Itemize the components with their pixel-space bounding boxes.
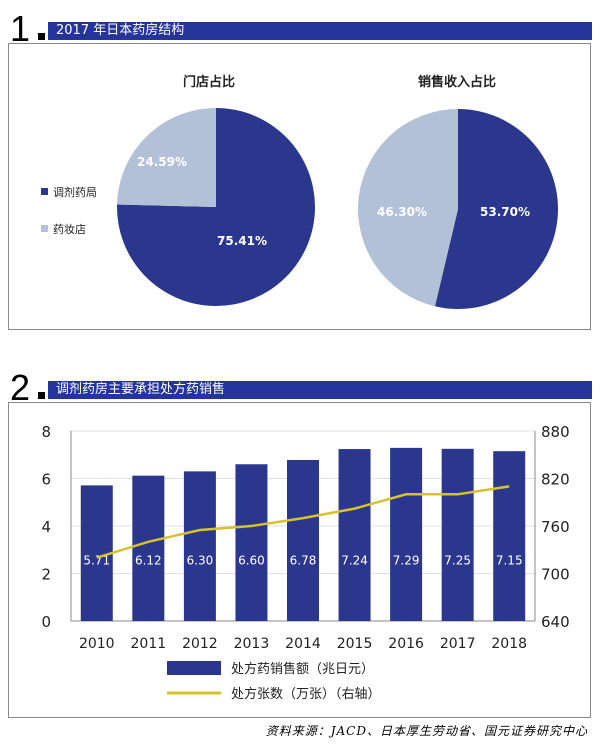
pie2-slice-2 <box>357 109 458 307</box>
pie2-value-label-2: 46.30% <box>377 205 427 219</box>
pie-1-title: 门店占比 <box>183 74 235 90</box>
right-tick-label: 880 <box>541 423 570 441</box>
bar-value-label: 6.60 <box>238 553 265 567</box>
bar-2016 <box>390 447 423 621</box>
section-1-number: 1 <box>10 8 31 49</box>
right-tick-label: 640 <box>541 613 570 631</box>
section-2-title-bar <box>48 381 592 399</box>
bar-value-label: 6.78 <box>290 553 317 567</box>
x-axis-ticks: 2010 2011 2012 2013 2014 2015 2016 2017 2018 <box>79 636 527 652</box>
pie-charts: 门店占比 销售收入占比 75.41% 24.59% 53.70% 46.30% 调剂… <box>41 74 558 309</box>
pie1-value-label-1: 75.41% <box>217 234 267 248</box>
bar-value-label: 7.25 <box>444 553 471 567</box>
bar-2012 <box>183 471 216 621</box>
section-2-dot <box>38 392 45 399</box>
section-2-title: 调剂药房主要承担处方药销售 <box>56 382 226 397</box>
pie-2: 53.70% 46.30% <box>357 109 558 309</box>
bar-value-label: 7.29 <box>393 553 420 567</box>
combo-chart: 5.71 6.12 6.30 6.60 6.78 7.24 7.29 7.25 7.15 024… <box>41 423 570 702</box>
x-tick-label: 2017 <box>440 636 476 652</box>
bar-value-label: 7.15 <box>496 553 523 567</box>
legend-label-sales: 处方药销售额（兆日元） <box>231 661 374 677</box>
bar-value-label: 6.12 <box>135 553 162 567</box>
section-1-title-bar <box>48 22 592 40</box>
right-axis-ticks: 640 700 760 820 880 <box>541 423 570 631</box>
pie2-value-label-1: 53.70% <box>480 205 530 219</box>
bar-series <box>80 447 526 621</box>
pie-2-title: 销售收入占比 <box>418 74 496 90</box>
pie1-slice-1 <box>116 108 315 306</box>
left-tick-label: 8 <box>41 423 51 441</box>
legend-label-dispensing: 调剂药局 <box>53 185 97 199</box>
bar-value-labels: 5.71 6.12 6.30 6.60 6.78 7.24 7.29 7.25 7.15 <box>83 553 522 567</box>
bar-2018 <box>493 451 526 621</box>
right-tick-label: 820 <box>541 471 570 489</box>
bar-2015 <box>338 449 371 621</box>
section-1-dot <box>38 33 45 40</box>
left-axis-ticks: 0 2 4 6 8 <box>41 423 51 631</box>
x-tick-label: 2013 <box>234 636 270 652</box>
line-series-prescriptions <box>96 485 510 559</box>
pie2-slice-1 <box>434 109 558 309</box>
x-tick-label: 2012 <box>182 636 218 652</box>
x-tick-label: 2016 <box>388 636 424 652</box>
left-tick-label: 2 <box>41 566 51 584</box>
right-tick-label: 700 <box>541 566 570 584</box>
source-note: 资料来源：JACD、日本厚生劳动省、国元证券研究中心 <box>265 724 588 738</box>
left-tick-label: 6 <box>41 471 51 489</box>
x-tick-label: 2014 <box>285 636 321 652</box>
legend-swatch-drugstore <box>41 225 48 232</box>
section-2-number: 2 <box>10 367 31 408</box>
left-tick-label: 0 <box>41 613 51 631</box>
x-tick-label: 2010 <box>79 636 115 652</box>
bar-value-label: 7.24 <box>341 553 368 567</box>
legend-swatch-dispensing <box>41 188 48 195</box>
bar-value-label: 6.30 <box>187 553 214 567</box>
x-tick-label: 2015 <box>337 636 373 652</box>
pie-1: 75.41% 24.59% <box>116 108 315 306</box>
section-1-title: 2017 年日本药房结构 <box>56 23 185 38</box>
bar-2014 <box>287 459 319 621</box>
legend-swatch-sales <box>167 661 221 675</box>
left-tick-label: 4 <box>41 518 51 536</box>
legend-label-drugstore: 药妆店 <box>53 222 86 236</box>
pie1-slice-2 <box>117 108 216 207</box>
legend-label-prescriptions: 处方张数（万张）（右轴） <box>231 686 381 702</box>
section-1-header: 1 2017 年日本药房结构 <box>8 11 592 47</box>
bar-2013 <box>235 464 268 621</box>
pie1-value-label-2: 24.59% <box>137 155 187 169</box>
pie-charts-panel: 门店占比 销售收入占比 75.41% 24.59% 53.70% 46.30% 调剂… <box>8 43 591 330</box>
x-tick-label: 2011 <box>131 636 167 652</box>
bar-2011 <box>132 475 165 621</box>
section-2-header: 2 调剂药房主要承担处方药销售 <box>8 370 592 406</box>
bar-2017 <box>441 448 474 621</box>
right-tick-label: 760 <box>541 518 570 536</box>
x-tick-label: 2018 <box>491 636 527 652</box>
